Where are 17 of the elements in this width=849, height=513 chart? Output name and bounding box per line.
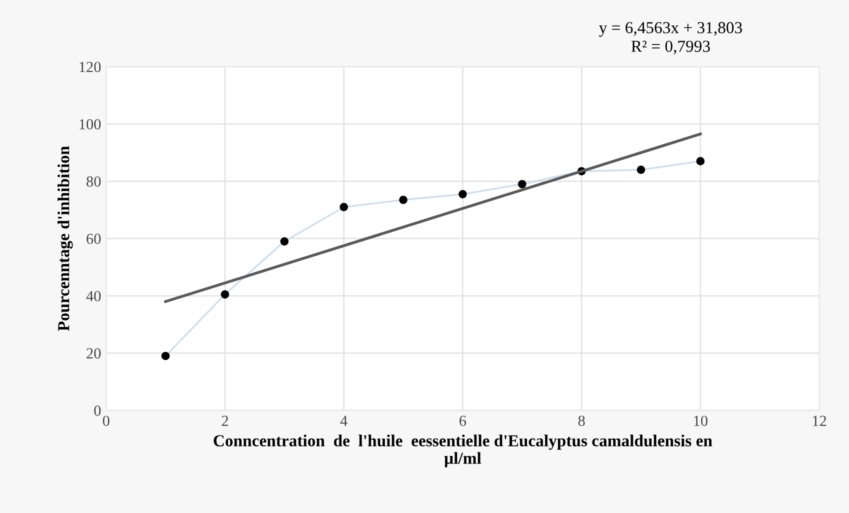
y-tick-label: 20	[86, 348, 101, 359]
y-tick-label: 40	[86, 290, 101, 302]
y-tick-label: 0	[94, 406, 101, 416]
text: y = 6,4563x + 31,803 R² = 0,7993	[599, 22, 742, 54]
y-tick-label: 60	[86, 234, 101, 244]
x-tick-label: 4	[340, 416, 348, 426]
y-tick-label: 120	[80, 62, 101, 72]
x-tick-label: 0	[102, 416, 110, 426]
y-tick-label: 100	[80, 119, 101, 130]
x-tick-label: 8	[578, 416, 585, 426]
y-tick-label: 80	[86, 176, 101, 187]
x-tick-label: 2	[222, 416, 228, 426]
x-axis-title: Conncentration de l'huile eessentielle d'Eucalyptus camaldulensis en µl/ml	[214, 434, 712, 468]
x-tick-label: 10	[694, 416, 708, 426]
x-tick-label: 6	[460, 416, 466, 426]
y-axis-title: Pourcenntage d'inhibition	[58, 146, 73, 331]
x-tick-label: 12	[812, 416, 826, 426]
